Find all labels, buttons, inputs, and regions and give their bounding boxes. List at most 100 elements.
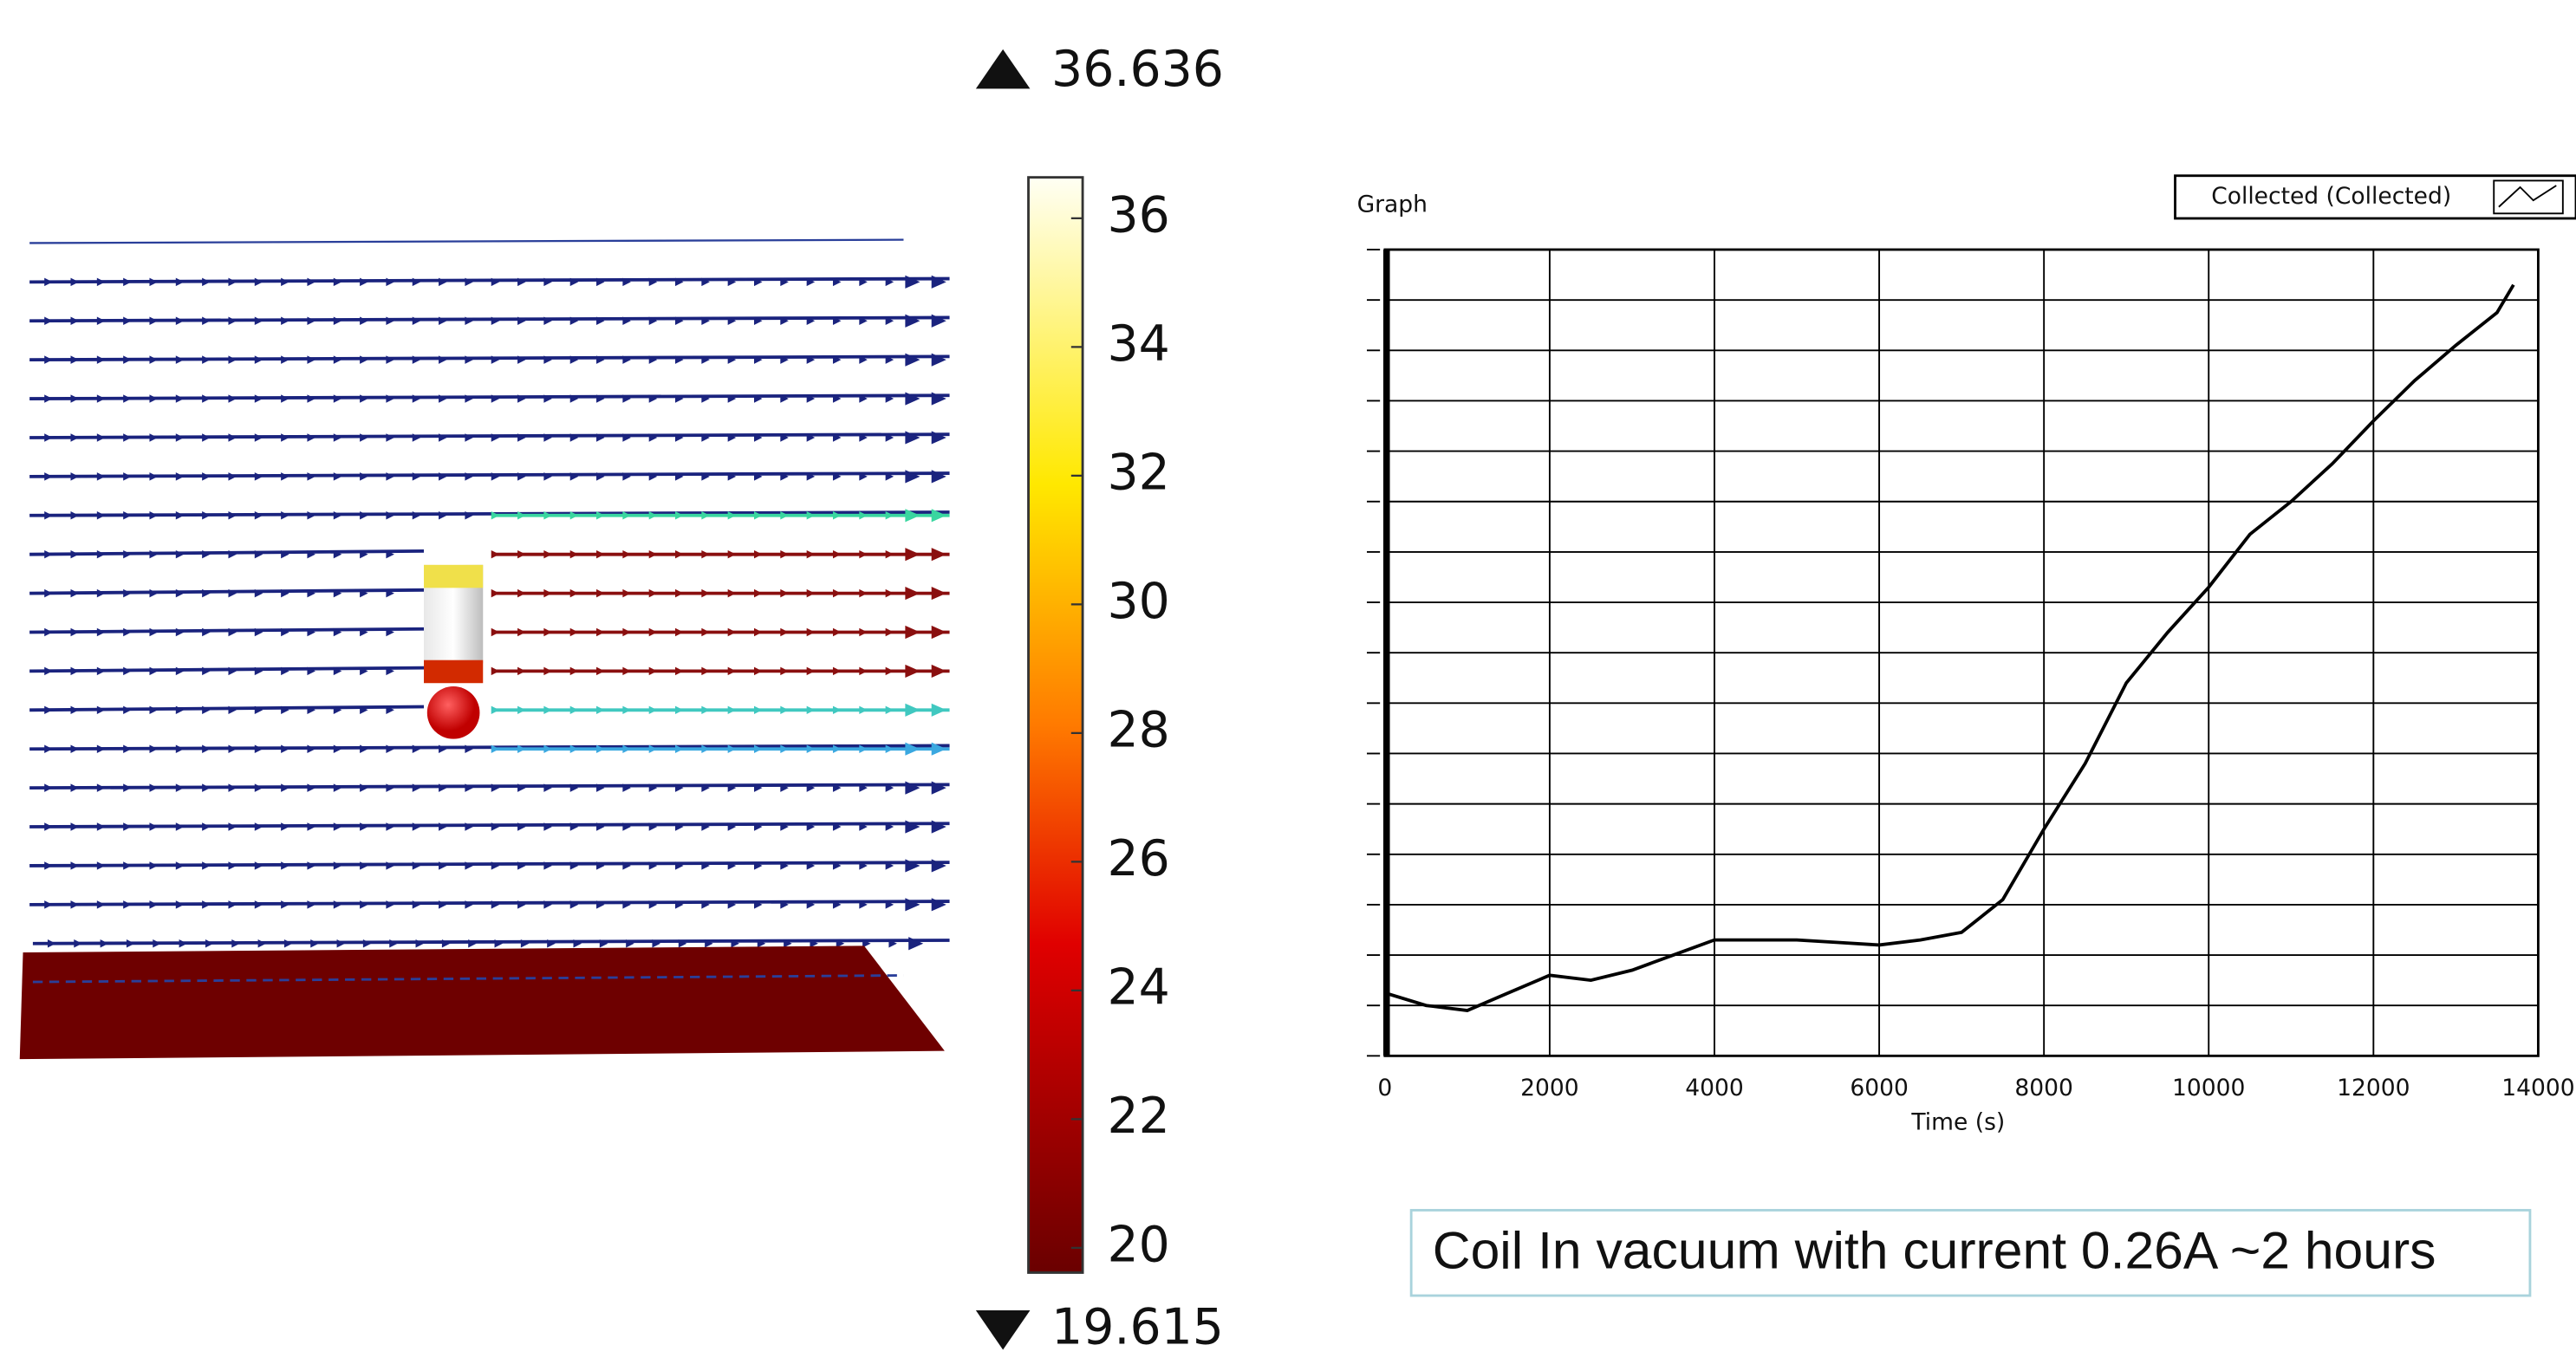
field-arrow xyxy=(908,937,924,951)
field-arrow xyxy=(648,588,658,598)
field-arrow xyxy=(360,511,368,520)
caption-box xyxy=(1409,1209,2532,1297)
field-arrow xyxy=(175,783,185,792)
field-arrow xyxy=(931,859,946,873)
field-arrow xyxy=(96,355,106,364)
field-arrow xyxy=(202,472,211,481)
field-arrow xyxy=(678,939,687,948)
field-arrow xyxy=(333,900,342,909)
field-arrow xyxy=(362,939,372,948)
field-arrow xyxy=(149,511,158,520)
field-arrow xyxy=(727,316,737,325)
field-arrow xyxy=(70,549,79,559)
field-arrow xyxy=(727,900,737,909)
field-arrow xyxy=(622,861,631,870)
field-arrow xyxy=(675,822,684,831)
field-arrow xyxy=(228,355,237,364)
field-arrow xyxy=(806,666,816,676)
field-arrow xyxy=(543,705,552,715)
field-arrow xyxy=(832,394,842,403)
field-arrow xyxy=(517,822,526,831)
field-arrow xyxy=(701,861,710,870)
field-arrow xyxy=(123,822,132,831)
field-arrow xyxy=(753,549,763,559)
field-arrow xyxy=(885,588,894,598)
field-arrow xyxy=(439,822,447,831)
field-arrow xyxy=(596,394,605,403)
field-arrow xyxy=(885,900,894,909)
field-arrow xyxy=(701,549,710,559)
graph-panel: Graph Collected (Collected) Time (s) 0 20… xyxy=(1357,174,2576,1136)
coil-bottom xyxy=(424,660,484,684)
field-arrow xyxy=(596,472,605,481)
field-arrow xyxy=(753,472,763,481)
field-arrow xyxy=(123,861,132,870)
field-arrow xyxy=(675,744,684,753)
field-arrow xyxy=(596,277,605,287)
field-arrow xyxy=(753,277,763,287)
field-arrow xyxy=(622,511,631,520)
field-arrow xyxy=(281,627,289,637)
field-arrow xyxy=(307,394,315,403)
field-arrow xyxy=(202,316,211,325)
field-arrow xyxy=(175,277,185,287)
field-arrow xyxy=(228,744,237,753)
field-arrow xyxy=(254,277,263,287)
field-arrow xyxy=(547,939,556,948)
field-arrow xyxy=(701,355,710,364)
field-arrow xyxy=(543,783,552,792)
field-arrow xyxy=(622,277,631,287)
field-arrow xyxy=(832,277,842,287)
field-arrow xyxy=(205,939,214,948)
field-arrow xyxy=(254,705,263,715)
field-arrow xyxy=(931,703,946,717)
field-arrow xyxy=(517,355,526,364)
field-arrow xyxy=(780,511,789,520)
field-arrow xyxy=(439,861,447,870)
field-arrow xyxy=(648,433,658,442)
field-arrow xyxy=(648,783,658,792)
field-arrow xyxy=(465,394,473,403)
field-arrow xyxy=(648,277,658,287)
colorbar-tick-label: 28 xyxy=(1108,702,1170,759)
field-arrow xyxy=(281,511,289,520)
field-arrow xyxy=(859,316,868,325)
field-arrow xyxy=(307,549,315,559)
field-arrow xyxy=(228,549,237,559)
field-arrow xyxy=(675,433,684,442)
field-arrow xyxy=(780,355,789,364)
field-arrow xyxy=(386,355,394,364)
field-arrow xyxy=(175,666,185,676)
field-arrow xyxy=(281,472,289,481)
field-arrow xyxy=(494,939,503,948)
field-arrow xyxy=(931,898,946,912)
field-arrow xyxy=(439,472,447,481)
field-arrow xyxy=(175,472,185,481)
field-arrow xyxy=(859,822,868,831)
field-arrow xyxy=(491,627,500,637)
field-arrow xyxy=(228,511,237,520)
field-arrow xyxy=(439,744,447,753)
field-arrow xyxy=(517,900,526,909)
colorbar-tick-label: 20 xyxy=(1108,1217,1170,1274)
field-arrow xyxy=(784,939,792,948)
field-arrow xyxy=(70,433,79,442)
field-arrow xyxy=(753,744,763,753)
field-arrow xyxy=(283,939,293,948)
field-arrow xyxy=(126,939,135,948)
field-arrow xyxy=(333,394,342,403)
field-arrow xyxy=(202,511,211,520)
field-arrow xyxy=(806,822,816,831)
field-arrow xyxy=(96,277,106,287)
field-arrow xyxy=(175,588,185,598)
field-arrow xyxy=(806,744,816,753)
field-arrow xyxy=(202,822,211,831)
field-arrow xyxy=(307,900,315,909)
field-arrow xyxy=(360,433,368,442)
x-tick-label: 14000 xyxy=(2501,1075,2574,1101)
field-arrow xyxy=(806,783,816,792)
field-arrow xyxy=(622,900,631,909)
field-arrow xyxy=(44,588,53,598)
field-arrow xyxy=(202,588,211,598)
